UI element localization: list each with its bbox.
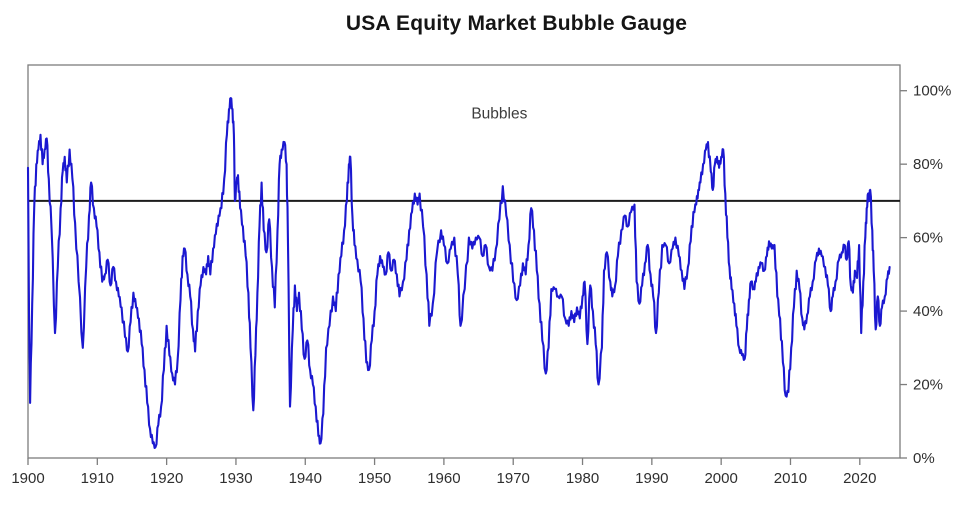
x-tick-label: 1970 — [497, 470, 530, 487]
y-tick-label: 40% — [913, 303, 943, 320]
x-tick-label: 2000 — [704, 470, 737, 487]
x-tick-label: 1960 — [427, 470, 460, 487]
bubble-gauge-series-line — [26, 97, 891, 450]
plot-frame — [27, 64, 901, 459]
x-tick-label: 1920 — [150, 470, 183, 487]
x-tick-label: 1930 — [219, 470, 252, 487]
x-tick-label: 1950 — [358, 470, 391, 487]
y-tick-label: 60% — [913, 230, 943, 247]
y-tick-label: 0% — [913, 450, 935, 467]
x-tick-label: 1940 — [289, 470, 322, 487]
y-tick-label: 20% — [913, 377, 943, 394]
chart-title: USA Equity Market Bubble Gauge — [345, 12, 688, 35]
y-tick-label: 100% — [913, 83, 951, 100]
x-tick-label: 1910 — [81, 470, 114, 487]
x-tick-label: 1980 — [566, 470, 599, 487]
y-tick-label: 80% — [913, 156, 943, 173]
x-tick-label: 1990 — [635, 470, 668, 487]
x-tick-label: 2020 — [843, 470, 876, 487]
x-tick-label: 1900 — [11, 470, 44, 487]
x-tick-label: 2010 — [774, 470, 807, 487]
bubbles-annotation: Bubbles — [471, 105, 527, 122]
